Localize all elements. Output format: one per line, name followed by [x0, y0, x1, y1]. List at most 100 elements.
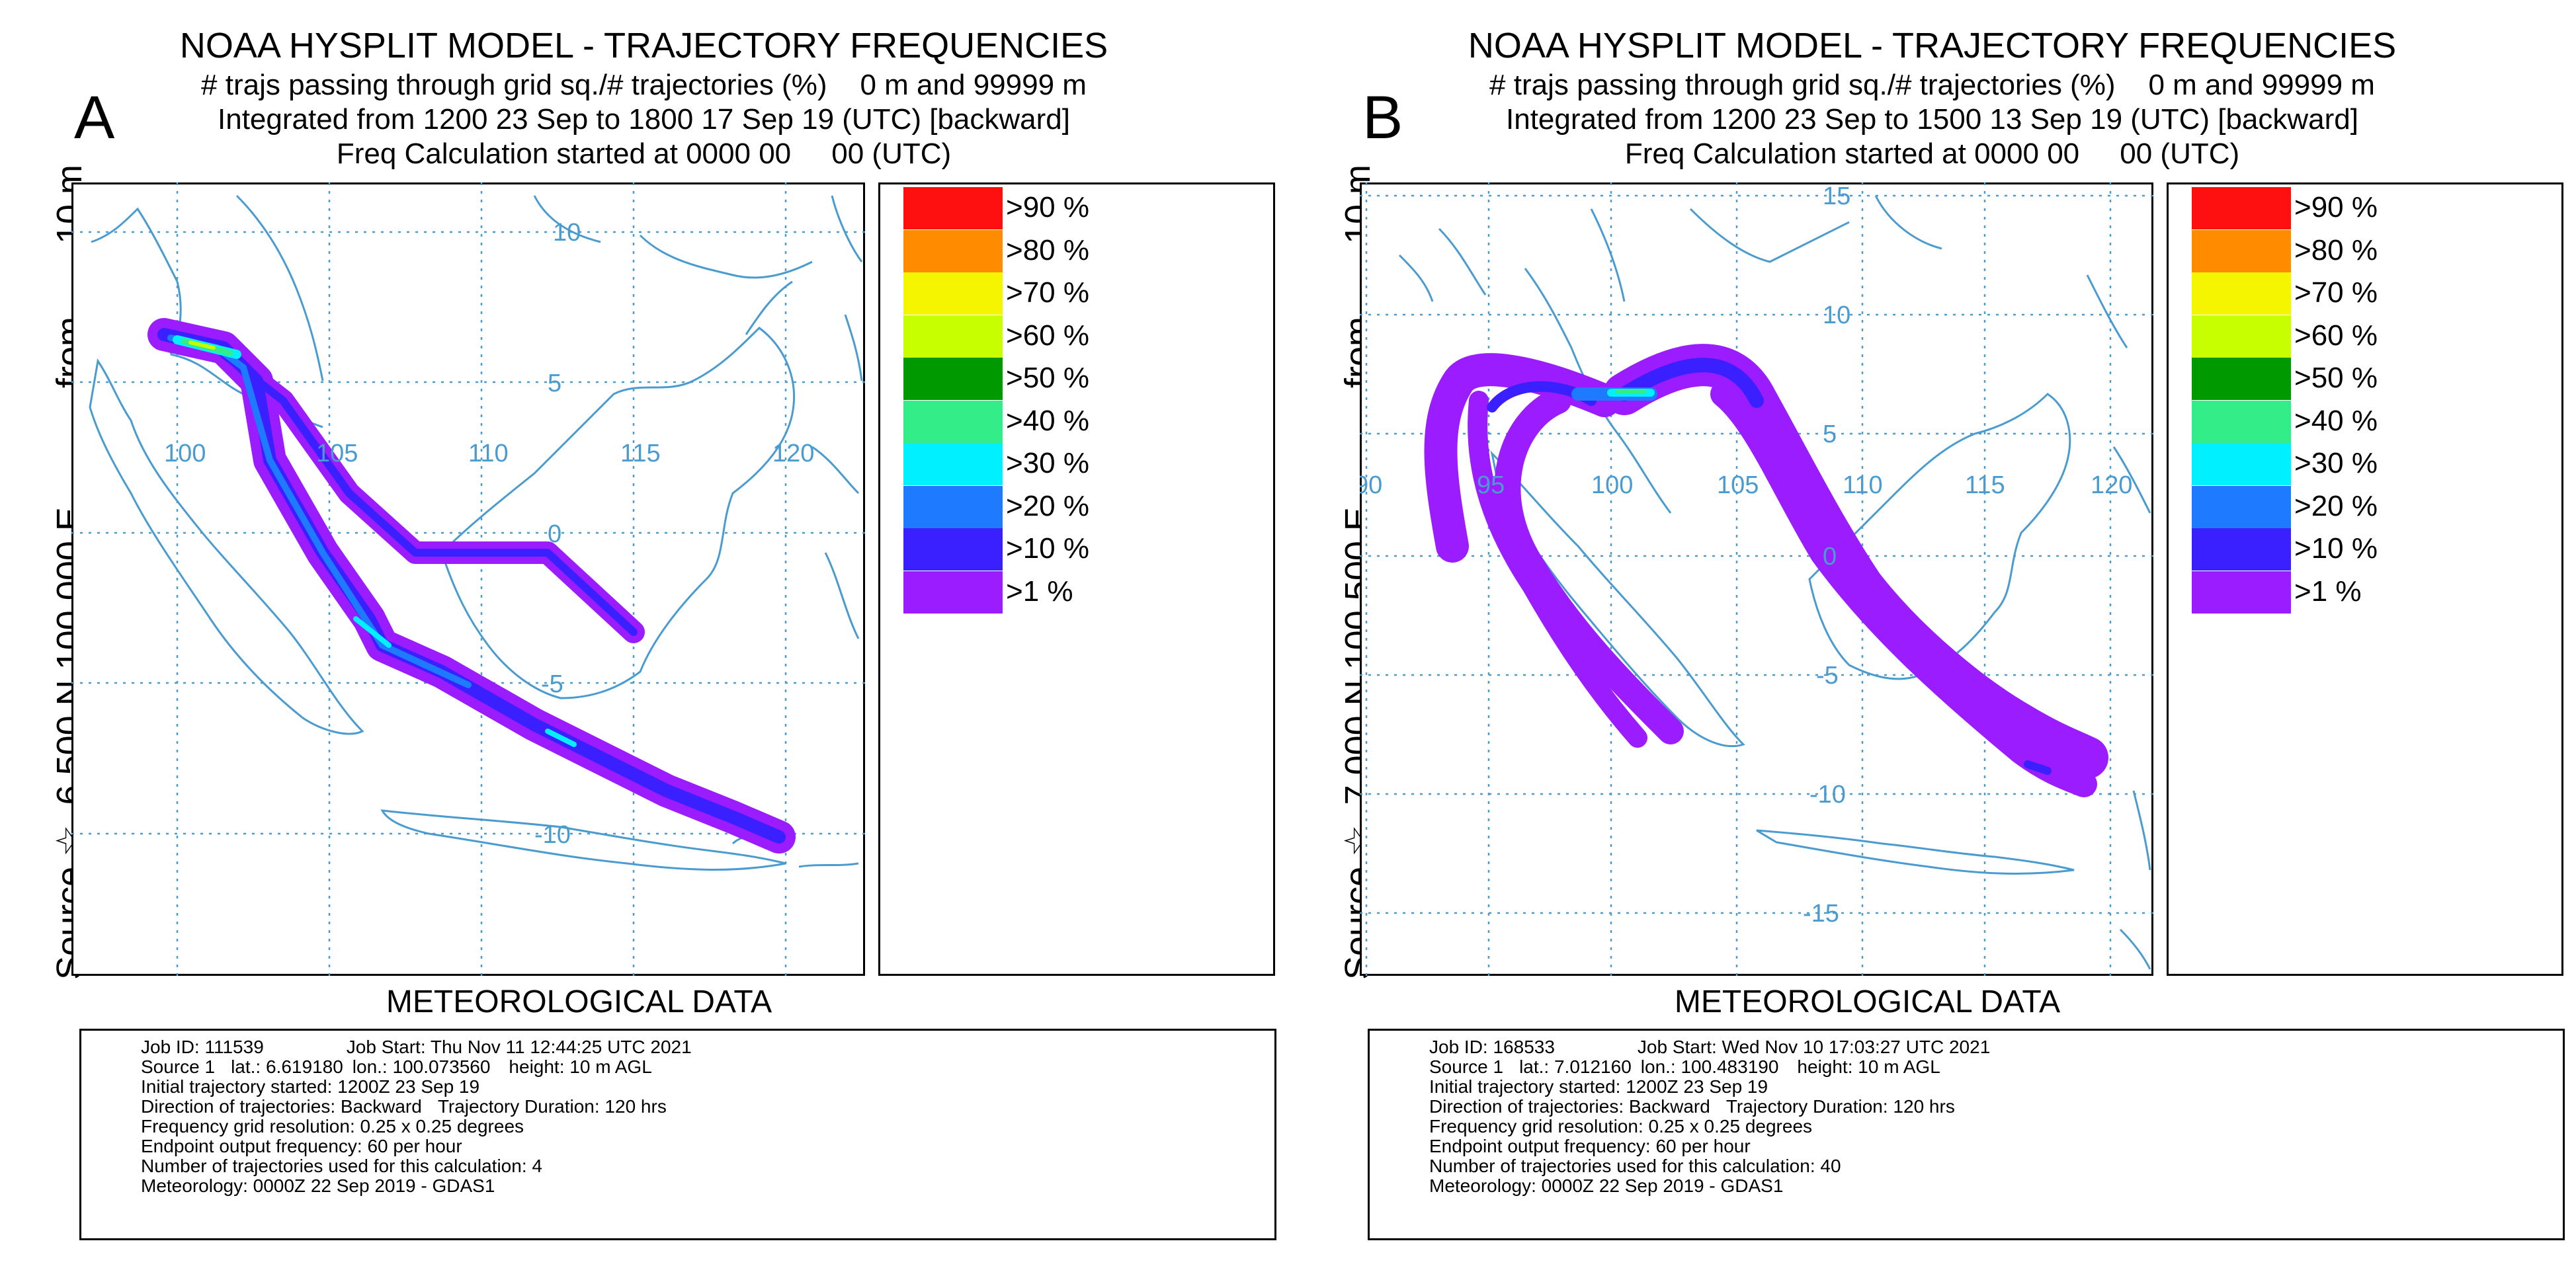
legend-swatch	[903, 400, 1003, 443]
legend-item: >80 %	[903, 229, 1181, 272]
graticule-labels-b: 15 10 5 0 -5 -10 -15 90 95 100 105 110 1…	[1360, 182, 2132, 928]
endpoint-frequency: Endpoint output frequency: 60 per hour	[1429, 1136, 1751, 1156]
trajectory-map-b: 15 10 5 0 -5 -10 -15 90 95 100 105 110 1…	[1360, 182, 2153, 976]
panel-b-integrated: Integrated from 1200 23 Sep to 1500 13 S…	[1506, 103, 2358, 136]
lon-label: 100	[164, 440, 206, 467]
panel-b-subtitle-right: 0 m and 99999 m	[2148, 69, 2375, 101]
frequency-legend-a: >90 % >80 % >70 % >60 % >50 % >40 % >30 % >20 %…	[878, 182, 1275, 976]
legend-label: >90 %	[2294, 191, 2378, 223]
lat-label: 15	[1823, 182, 1850, 210]
panel-a-subtitle-right: 0 m and 99999 m	[860, 69, 1087, 101]
trajectory-count: Number of trajectories used for this cal…	[1429, 1156, 1841, 1176]
job-start: Job Start: Wed Nov 10 17:03:27 UTC 2021	[1637, 1037, 1991, 1057]
trajectory-swath-a	[147, 318, 796, 854]
legend-item: >10 %	[903, 528, 1181, 571]
legend-item: >30 %	[903, 443, 1181, 485]
legend-item: >60 %	[2192, 315, 2470, 358]
legend-label: >1 %	[2294, 575, 2362, 608]
legend-item: >50 %	[2192, 358, 2470, 400]
lat-label: -15	[1803, 900, 1839, 928]
source-number: Source 1	[141, 1056, 216, 1077]
legend-label: >1 %	[1006, 575, 1073, 608]
job-id: Job ID: 168533	[1429, 1037, 1555, 1057]
legend-swatch	[903, 358, 1003, 400]
source-lon: lon.: 100.483190	[1640, 1056, 1779, 1077]
legend-item: >1 %	[2192, 571, 2470, 614]
legend-label: >60 %	[2294, 319, 2378, 352]
legend-item: >90 %	[903, 187, 1181, 229]
panel-a-info-box: Job ID: 111539 Job Start: Thu Nov 11 12:4…	[79, 1029, 1276, 1240]
legend-label: >40 %	[2294, 404, 2378, 437]
legend-label: >70 %	[2294, 276, 2378, 309]
legend-item: >20 %	[2192, 485, 2470, 528]
lon-label: 115	[620, 440, 661, 467]
legend-swatch	[2192, 400, 2291, 443]
legend-item: >80 %	[2192, 229, 2470, 272]
panel-b-letter: B	[1362, 84, 1403, 151]
legend-label: >30 %	[1006, 447, 1089, 479]
legend-label: >70 %	[1006, 276, 1089, 309]
panel-b-subtitle-left: # trajs passing through grid sq./# traje…	[1489, 69, 2116, 101]
source-number: Source 1	[1429, 1056, 1504, 1077]
legend-label: >30 %	[2294, 447, 2378, 479]
meteorology: Meteorology: 0000Z 22 Sep 2019 - GDAS1	[1429, 1175, 1784, 1196]
panel-b: NOAA HYSPLIT MODEL - TRAJECTORY FREQUENC…	[1288, 0, 2576, 1272]
legend-label: >20 %	[1006, 489, 1089, 522]
lon-label: 90	[1360, 471, 1382, 499]
legend-label: >60 %	[1006, 319, 1089, 352]
panel-a-integrated: Integrated from 1200 23 Sep to 1800 17 S…	[218, 103, 1070, 136]
legend-item: >10 %	[2192, 528, 2470, 571]
lon-label: 105	[316, 440, 358, 467]
legend-label: >90 %	[1006, 191, 1089, 223]
lat-label: 0	[1823, 543, 1837, 571]
legend-swatch	[903, 485, 1003, 528]
legend-item: >20 %	[903, 485, 1181, 528]
lat-label: 10	[1823, 301, 1850, 329]
legend-label: >10 %	[1006, 532, 1089, 565]
lon-label: 120	[2091, 471, 2132, 499]
panel-a-met-label: METEOROLOGICAL DATA	[386, 984, 772, 1019]
lat-label: 0	[548, 520, 561, 548]
legend-item: >50 %	[903, 358, 1181, 400]
source-height: height: 10 m AGL	[1797, 1056, 1940, 1077]
legend-swatch	[2192, 272, 2291, 315]
legend-swatch	[2192, 187, 2291, 229]
lon-label: 115	[1965, 471, 2005, 499]
panel-a-letter: A	[74, 84, 115, 151]
grid-resolution: Frequency grid resolution: 0.25 x 0.25 d…	[1429, 1116, 1813, 1136]
legend-swatch	[2192, 571, 2291, 614]
graticule-labels-a: 10 5 0 -5 -10 100 105 110 115 120	[164, 219, 814, 849]
trajectory-map-a: 10 5 0 -5 -10 100 105 110 115 120	[71, 182, 865, 976]
panel-b-title: NOAA HYSPLIT MODEL - TRAJECTORY FREQUENC…	[1468, 26, 2397, 65]
legend-swatch	[2192, 315, 2291, 358]
coastlines-a	[89, 194, 863, 871]
panel-b-info-box: Job ID: 168533 Job Start: Wed Nov 10 17:0…	[1368, 1029, 2565, 1240]
legend-swatch	[903, 315, 1003, 358]
trajectory-swath-b	[1424, 344, 2108, 797]
job-start: Job Start: Thu Nov 11 12:44:25 UTC 2021	[346, 1037, 692, 1057]
legend-swatch	[903, 443, 1003, 485]
meteorology: Meteorology: 0000Z 22 Sep 2019 - GDAS1	[141, 1175, 495, 1196]
legend-swatch	[2192, 528, 2291, 571]
legend-swatch	[2192, 485, 2291, 528]
duration: Trajectory Duration: 120 hrs	[437, 1096, 667, 1117]
lon-label: 100	[1591, 471, 1633, 499]
legend-item: >70 %	[2192, 272, 2470, 315]
source-height: height: 10 m AGL	[509, 1056, 652, 1077]
endpoint-frequency: Endpoint output frequency: 60 per hour	[141, 1136, 462, 1156]
job-id: Job ID: 111539	[141, 1037, 264, 1057]
duration: Trajectory Duration: 120 hrs	[1725, 1096, 1955, 1117]
legend-item: >90 %	[2192, 187, 2470, 229]
lat-label: -5	[541, 670, 563, 698]
legend-label: >20 %	[2294, 489, 2378, 522]
lat-label: 10	[553, 219, 581, 247]
panel-a-freq: Freq Calculation started at 0000 00 00 (…	[336, 138, 952, 170]
source-lon: lon.: 100.073560	[352, 1056, 491, 1077]
trajectory-count: Number of trajectories used for this cal…	[141, 1156, 542, 1176]
legend-label: >40 %	[1006, 404, 1089, 437]
legend-swatch	[2192, 229, 2291, 272]
panel-a-subtitle-left: # trajs passing through grid sq./# traje…	[201, 69, 827, 101]
legend-swatch	[2192, 443, 2291, 485]
lon-label: 110	[468, 440, 509, 467]
direction: Direction of trajectories: Backward	[141, 1096, 422, 1117]
